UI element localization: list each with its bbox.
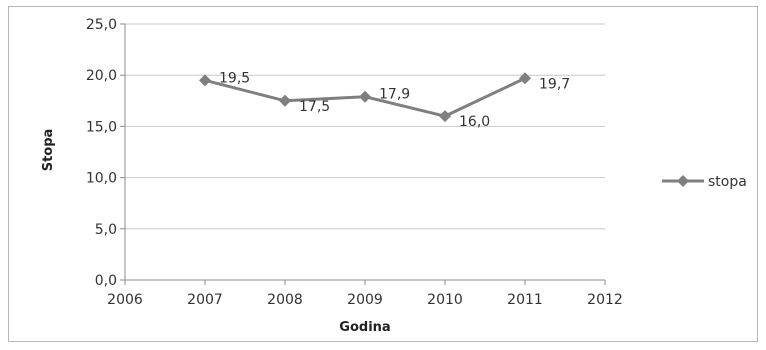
data-label: 17,5 <box>299 99 330 115</box>
series-stopa <box>199 72 531 123</box>
y-tick-label: 20,0 <box>86 68 117 84</box>
y-tick-label: 5,0 <box>95 222 117 238</box>
y-tick-label: 0,0 <box>95 273 117 289</box>
axes: 0,0 5,0 10,0 15,0 20,0 25,0 2006 2007 2008 2009 20… <box>86 17 623 308</box>
chart-frame <box>8 6 758 342</box>
x-tick-label: 2012 <box>587 292 623 308</box>
data-label: 16,0 <box>459 114 490 130</box>
data-label: 19,7 <box>539 76 570 92</box>
x-tick-label: 2011 <box>507 292 543 308</box>
y-tick-label: 10,0 <box>86 171 117 187</box>
x-axis-title: Godina <box>339 320 390 335</box>
x-tick-label: 2010 <box>427 292 463 308</box>
legend: stopa <box>662 174 747 190</box>
x-tick-label: 2007 <box>187 292 223 308</box>
data-point <box>199 74 211 87</box>
y-tick-label: 25,0 <box>86 17 117 33</box>
legend-label: stopa <box>708 174 747 190</box>
data-label: 19,5 <box>219 70 250 86</box>
data-labels: 19,5 17,5 17,9 16,0 19,7 <box>219 70 570 130</box>
gridlines <box>125 23 605 230</box>
data-point <box>359 90 371 103</box>
x-tick-label: 2009 <box>347 292 383 308</box>
data-point <box>519 72 531 85</box>
data-point <box>279 94 291 107</box>
y-tick-label: 15,0 <box>86 119 117 135</box>
x-tick-label: 2006 <box>107 292 143 308</box>
data-label: 17,9 <box>379 87 410 103</box>
y-axis-title: Stopa <box>41 129 56 172</box>
legend-marker <box>677 175 689 187</box>
x-tick-label: 2008 <box>267 292 303 308</box>
data-point <box>439 110 451 123</box>
